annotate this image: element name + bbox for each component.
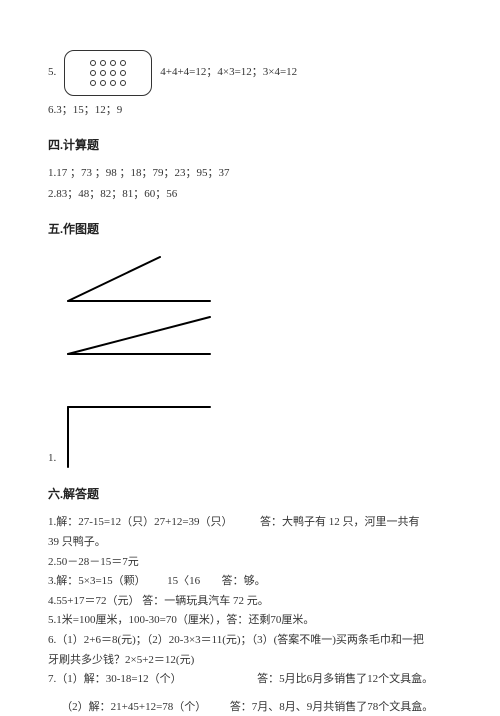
circle-icon <box>120 80 126 86</box>
ans7a: 7.（1）解：30-18=12（个） <box>48 673 182 685</box>
answer-block: 1.解：27-15=12（只）27+12=39（只） 答：大鸭子有 12 只，河… <box>48 514 452 716</box>
spacer <box>48 691 452 697</box>
circle-box <box>64 50 152 96</box>
ans5: 5.1米=100厘米，100-30=70（厘米），答：还剩70厘米。 <box>48 612 452 630</box>
ans3a: 3.解：5×3=15（颗） <box>48 575 146 587</box>
section6-title: 六.解答题 <box>48 485 452 504</box>
ans1-row: 1.解：27-15=12（只）27+12=39（只） 答：大鸭子有 12 只，河… <box>48 514 452 532</box>
q5-equation: 4+4+4=12；4×3=12；3×4=12 <box>160 64 297 82</box>
sec4-line2: 2.83；48；82；81；60；56 <box>48 186 452 204</box>
circle-icon <box>90 60 96 66</box>
ans7b: 答：5月比6月多销售了12个文具盒。 <box>257 673 433 685</box>
circle-icon <box>100 60 106 66</box>
circle-icon <box>110 80 116 86</box>
ans6b: 牙刷共多少钱？2×5+2＝12(元) <box>48 652 452 670</box>
section5-title: 五.作图题 <box>48 220 452 239</box>
figure-holder: 1. <box>48 249 452 469</box>
fig1-number: 1. <box>48 450 56 468</box>
ans3b: 15〈16 <box>167 575 200 587</box>
q5-number: 5. <box>48 64 56 82</box>
ans6a: 6.（1）2+6＝8(元)；（2）20-3×3＝11(元)；（3）(答案不唯一)… <box>48 632 452 650</box>
circle-icon <box>100 80 106 86</box>
circle-icon <box>100 70 106 76</box>
circle-row-1 <box>90 60 126 66</box>
ans1b: 答：大鸭子有 12 只，河里一共有 <box>260 516 420 528</box>
circle-icon <box>120 60 126 66</box>
q5-row: 5. 4+4+4=12；4×3=12；3×4=12 <box>48 50 452 96</box>
ans8-row: （2）解：21+45+12=78（个） 答：7月、8月、9月共销售了78个文具盒… <box>48 699 452 716</box>
ans4: 4.55+17＝72（元） 答：一辆玩具汽车 72 元。 <box>48 593 452 611</box>
circle-row-2 <box>90 70 126 76</box>
ans2: 2.50－28－15＝7元 <box>48 554 452 572</box>
ans1c: 39 只鸭子。 <box>48 534 452 552</box>
ans3-row: 3.解：5×3=15（颗） 15〈16 答：够。 <box>48 573 452 591</box>
sec4-line1: 1.17 ；73 ；98 ；18；79；23；95；37 <box>48 165 452 183</box>
ans1a: 1.解：27-15=12（只）27+12=39（只） <box>48 516 233 528</box>
circle-icon <box>90 80 96 86</box>
circle-icon <box>110 70 116 76</box>
section4-title: 四.计算题 <box>48 136 452 155</box>
circle-icon <box>110 60 116 66</box>
ans7-row: 7.（1）解：30-18=12（个） 答：5月比6月多销售了12个文具盒。 <box>48 671 452 689</box>
q6-line: 6.3；15；12；9 <box>48 102 452 120</box>
circle-row-3 <box>90 80 126 86</box>
circle-icon <box>120 70 126 76</box>
ans3c: 答：够。 <box>222 575 266 587</box>
angle-figure <box>60 249 220 469</box>
circle-icon <box>90 70 96 76</box>
